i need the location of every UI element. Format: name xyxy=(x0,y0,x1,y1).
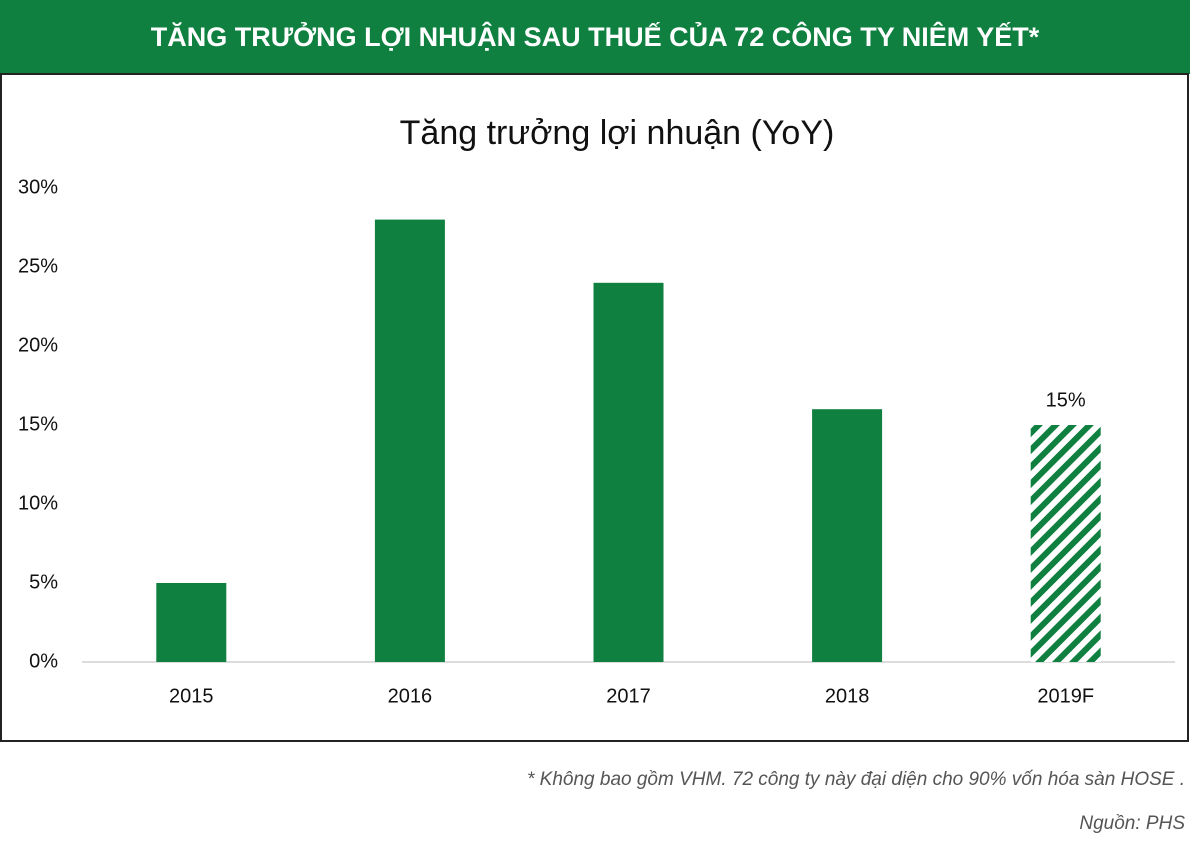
y-tick-label: 0% xyxy=(29,650,58,672)
y-tick-label: 20% xyxy=(18,334,58,356)
bar xyxy=(156,583,227,662)
bar xyxy=(593,282,664,662)
banner-title: TĂNG TRƯỞNG LỢI NHUẬN SAU THUẾ CỦA 72 CÔ… xyxy=(151,20,1040,52)
y-tick-label: 30% xyxy=(18,176,58,198)
footnote: * Không bao gồm VHM. 72 công ty này đại … xyxy=(527,769,1185,790)
bar xyxy=(374,219,445,662)
source: Nguồn: PHS xyxy=(1079,813,1185,834)
bar xyxy=(1030,425,1101,662)
y-tick-label: 5% xyxy=(29,571,58,593)
x-tick-label: 2016 xyxy=(388,685,433,707)
y-tick-label: 25% xyxy=(18,255,58,277)
chart-frame xyxy=(0,73,1189,742)
chart-title: Tăng trưởng lợi nhuận (YoY) xyxy=(400,114,835,152)
x-tick-label: 2015 xyxy=(169,685,214,707)
y-tick-label: 10% xyxy=(18,492,58,514)
y-tick-label: 15% xyxy=(18,413,58,435)
x-tick-label: 2018 xyxy=(825,685,870,707)
bar xyxy=(812,409,883,662)
x-tick-label: 2019F xyxy=(1037,685,1094,707)
banner xyxy=(0,0,1190,74)
x-tick-label: 2017 xyxy=(606,685,651,707)
value-label: 15% xyxy=(1046,389,1086,411)
